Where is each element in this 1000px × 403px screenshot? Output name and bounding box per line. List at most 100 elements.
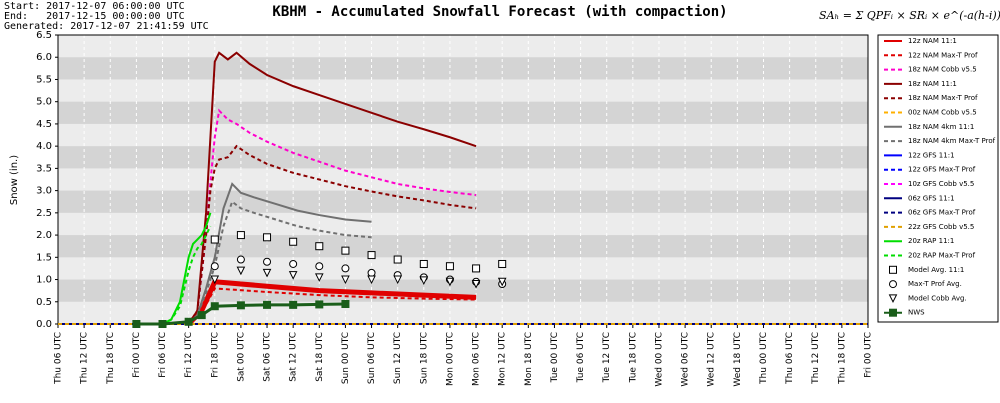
grid-band [58, 146, 868, 169]
grid-band [58, 101, 868, 124]
legend-label: 10z GFS Cobb v5.5 [908, 180, 974, 188]
x-tick-label: Fri 12 UTC [184, 332, 194, 378]
data-point [210, 302, 219, 311]
series-line [162, 225, 212, 325]
x-tick-label: Sun 12 UTC [393, 332, 403, 384]
data-point [263, 257, 272, 266]
legend-label: 18z NAM Cobb v5.5 [908, 66, 977, 74]
y-tick-label: 3.5 [36, 163, 52, 174]
data-point [288, 271, 298, 280]
x-tick-label: Thu 12 UTC [811, 332, 821, 385]
legend-label: Model Cobb Avg. [908, 294, 967, 302]
y-tick-label: 6.5 [36, 30, 52, 41]
y-tick-label: 0.0 [36, 319, 52, 330]
x-tick-label: Fri 00 UTC [132, 332, 142, 378]
y-tick-label: 6.0 [36, 52, 52, 63]
x-tick-label: Wed 00 UTC [654, 332, 664, 387]
data-point [315, 242, 324, 251]
data-point [158, 320, 167, 328]
x-tick-label: Mon 00 UTC [445, 332, 455, 386]
data-point [419, 276, 429, 286]
data-point [472, 264, 481, 273]
data-point [419, 259, 428, 268]
data-point [445, 262, 454, 271]
x-tick-label: Sat 18 UTC [315, 332, 325, 382]
y-tick-label: 4.0 [36, 141, 52, 152]
y-tick-label: 2.5 [36, 208, 52, 219]
data-point [393, 275, 402, 285]
legend-label: 18z NAM Max-T Prof [908, 94, 978, 102]
legend-label: 22z GFS Cobb v5.5 [908, 223, 974, 231]
data-point [236, 301, 245, 310]
x-tick-label: Wed 06 UTC [681, 332, 691, 387]
header-start: Start: 2017-12-07 06:00:00 UTC [4, 1, 185, 12]
x-tick-label: Thu 06 UTC [54, 332, 64, 385]
formula: SAₕ = Σ QPFᵢ × SRᵢ × e^(-a(h-i)) [819, 9, 1000, 22]
data-point [367, 275, 376, 285]
x-tick-label: Mon 18 UTC [524, 332, 534, 386]
legend-label: 12z NAM Max-T Prof [908, 51, 978, 59]
legend-label: 00z NAM Cobb v5.5 [908, 109, 977, 117]
data-point [263, 233, 272, 242]
data-point [262, 268, 272, 278]
x-tick-label: Tue 12 UTC [602, 332, 612, 383]
data-point [197, 311, 206, 320]
x-tick-label: Sun 18 UTC [419, 332, 429, 384]
data-point [210, 275, 220, 285]
x-tick-label: Fri 06 UTC [158, 332, 168, 378]
legend-label: 18z NAM 11:1 [908, 80, 957, 88]
legend-label: 20z RAP 11:1 [908, 237, 954, 245]
series-line [187, 51, 477, 325]
legend-marker [889, 265, 897, 274]
series-line [186, 279, 477, 326]
data-point [210, 262, 219, 271]
legend-label: 06z GFS 11:1 [908, 194, 955, 202]
y-axis-label: Snow (in.) [9, 155, 20, 205]
legend-box [877, 34, 999, 323]
series-line [187, 200, 372, 325]
y-tick-label: 2.0 [36, 230, 52, 241]
x-tick-label: Tue 00 UTC [550, 332, 560, 383]
chart-title: KBHM - Accumulated Snowfall Forecast (wi… [272, 4, 727, 20]
x-tick-label: Tue 06 UTC [576, 332, 586, 383]
data-point [236, 255, 245, 264]
legend-label: 18z NAM 4km Max-T Prof [908, 137, 996, 145]
series-line [187, 287, 477, 325]
legend-marker [888, 294, 898, 304]
x-tick-label: Mon 06 UTC [472, 332, 482, 386]
x-tick-label: Wed 18 UTC [733, 332, 743, 387]
legend-marker [889, 280, 897, 289]
y-tick-label: 1.0 [36, 275, 52, 286]
x-tick-label: Thu 18 UTC [106, 332, 116, 385]
series-line [136, 302, 346, 326]
legend-label: 18z NAM 4km 11:1 [908, 123, 974, 131]
legend-label: 12z NAM 11:1 [908, 37, 957, 45]
series-line [187, 182, 372, 325]
data-point [341, 264, 350, 273]
data-point [132, 320, 141, 328]
header-generated: Generated: 2017-12-07 21:41:59 UTC [4, 21, 209, 32]
x-tick-label: Thu 12 UTC [80, 332, 90, 385]
x-tick-label: Fri 18 UTC [210, 332, 220, 378]
data-point [314, 273, 324, 282]
x-tick-label: Sun 00 UTC [341, 332, 351, 384]
header-end: End: 2017-12-15 00:00:00 UTC [4, 11, 185, 22]
y-tick-label: 4.5 [36, 119, 52, 130]
grid-band [58, 57, 868, 80]
data-point [236, 231, 245, 240]
x-tick-label: Sat 00 UTC [236, 332, 246, 382]
legend-label: Max-T Prof Avg. [908, 280, 962, 288]
legend-label: 20z RAP Max-T Prof [908, 252, 976, 260]
data-point [393, 255, 402, 264]
y-tick-label: 5.0 [36, 97, 52, 108]
data-point [471, 279, 481, 289]
y-tick-label: 5.5 [36, 74, 52, 85]
data-point [315, 262, 324, 271]
data-point [497, 277, 507, 287]
legend-marker [889, 308, 897, 317]
x-tick-label: Tue 18 UTC [628, 332, 638, 383]
x-tick-label: Sat 06 UTC [263, 332, 273, 382]
data-point [341, 246, 350, 255]
